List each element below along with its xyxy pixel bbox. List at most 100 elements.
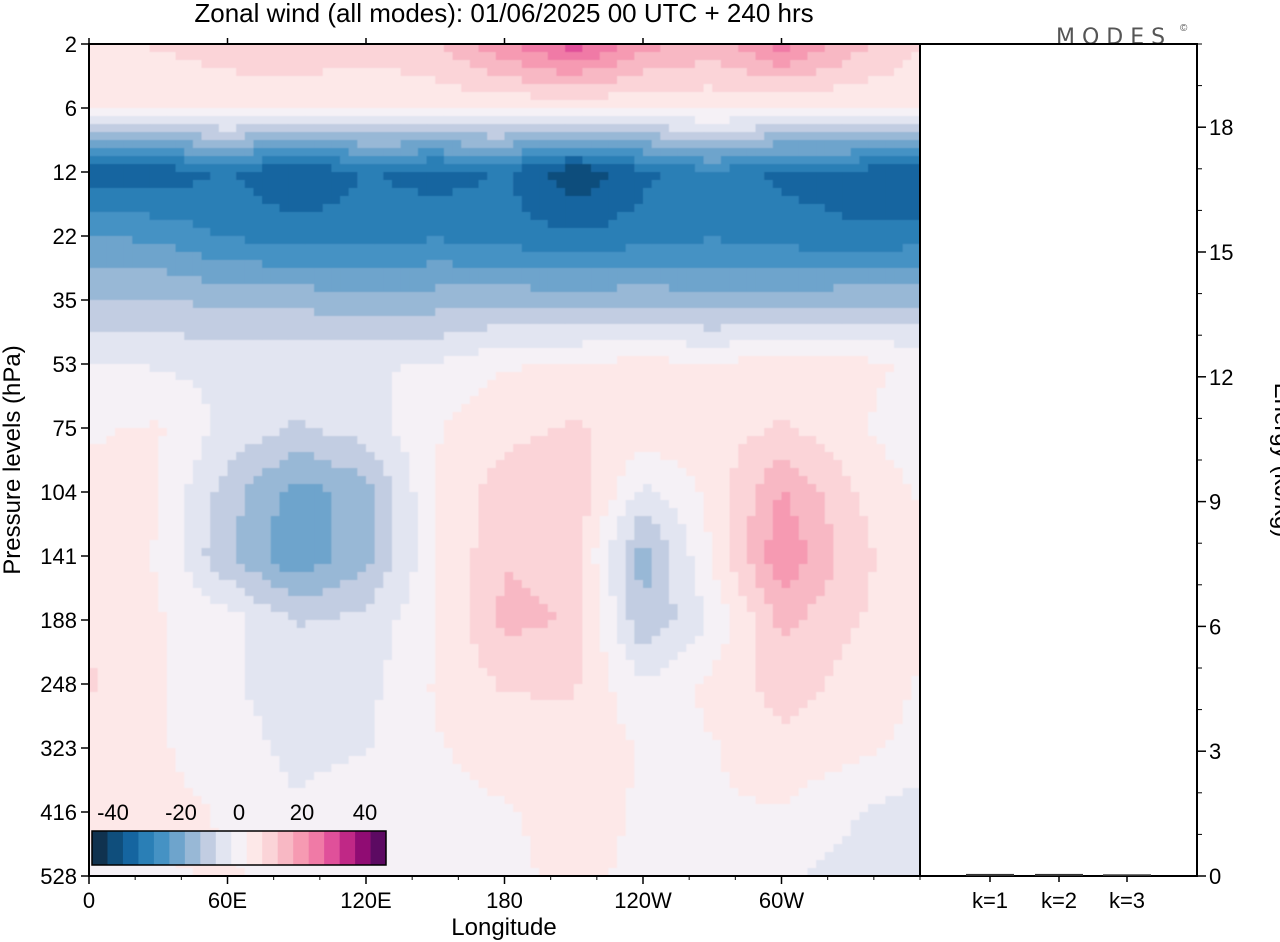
heatmap-cell xyxy=(591,124,601,133)
heatmap-cell xyxy=(210,204,220,213)
heatmap-cell xyxy=(677,220,687,229)
heatmap-cell xyxy=(755,284,765,293)
heatmap-cell xyxy=(305,452,315,461)
heatmap-cell xyxy=(573,404,584,413)
heatmap-cell xyxy=(305,196,315,205)
heatmap-cell xyxy=(556,260,566,269)
heatmap-cell xyxy=(556,44,566,53)
heatmap-cell xyxy=(764,124,774,133)
heatmap-cell xyxy=(279,188,289,197)
heatmap-cell xyxy=(166,364,177,373)
heatmap-cell xyxy=(790,428,800,437)
heatmap-cell xyxy=(539,180,549,189)
heatmap-cell xyxy=(504,92,514,101)
heatmap-cell xyxy=(859,356,869,365)
heatmap-cell xyxy=(755,92,765,101)
heatmap-cell xyxy=(383,116,393,125)
heatmap-cell xyxy=(556,348,566,357)
heatmap-cell xyxy=(651,164,661,173)
heatmap-cell xyxy=(192,92,203,101)
heatmap-cell xyxy=(140,276,151,285)
heatmap-cell xyxy=(755,140,765,149)
heatmap-cell xyxy=(573,388,584,397)
heatmap-cell xyxy=(279,268,289,277)
heatmap-cell xyxy=(911,332,920,341)
heatmap-cell xyxy=(331,276,341,285)
heatmap-cell xyxy=(608,60,618,69)
heatmap-cell xyxy=(651,124,661,133)
heatmap-cell xyxy=(530,316,540,325)
heatmap-cell xyxy=(911,76,920,85)
heatmap-cell xyxy=(911,148,920,157)
heatmap-cell xyxy=(374,68,384,77)
heatmap-cell xyxy=(236,348,246,357)
heatmap-cell xyxy=(634,52,644,61)
heatmap-cell xyxy=(487,284,497,293)
heatmap-cell xyxy=(253,68,263,77)
heatmap-cell xyxy=(348,188,358,197)
heatmap-cell xyxy=(340,220,350,229)
heatmap-cell xyxy=(184,100,194,109)
heatmap-cell xyxy=(738,220,748,229)
heatmap-cell xyxy=(426,324,436,333)
heatmap-cell xyxy=(201,52,211,61)
heatmap-cell xyxy=(876,212,886,221)
heatmap-cell xyxy=(452,180,462,189)
heatmap-cell xyxy=(123,164,133,173)
heatmap-cell xyxy=(885,188,895,197)
heatmap-cell xyxy=(660,388,670,397)
heatmap-cell xyxy=(391,252,402,261)
heatmap-cell xyxy=(495,268,506,277)
heatmap-cell xyxy=(366,444,376,453)
heatmap-cell xyxy=(357,148,367,157)
heatmap-cell xyxy=(608,140,618,149)
heatmap-cell xyxy=(530,100,540,109)
heatmap-cell xyxy=(357,292,367,301)
heatmap-cell xyxy=(686,44,696,53)
heatmap-cell xyxy=(391,196,402,205)
heatmap-cell xyxy=(288,172,298,181)
heatmap-cell xyxy=(270,364,281,373)
heatmap-cell xyxy=(495,68,506,77)
heatmap-cell xyxy=(262,196,272,205)
heatmap-cell xyxy=(591,284,601,293)
heatmap-cell xyxy=(790,180,800,189)
heatmap-cell xyxy=(720,324,731,333)
heatmap-cell xyxy=(97,188,107,197)
heatmap-cell xyxy=(608,276,618,285)
heatmap-cell xyxy=(556,300,566,309)
heatmap-cell xyxy=(357,100,367,109)
heatmap-cell xyxy=(876,236,886,245)
heatmap-cell xyxy=(296,332,307,341)
heatmap-cell xyxy=(210,236,220,245)
heatmap-cell xyxy=(677,44,687,53)
heatmap-cell xyxy=(452,372,462,381)
heatmap-cell xyxy=(634,436,644,445)
heatmap-cell xyxy=(729,228,739,237)
heatmap-cell xyxy=(868,124,878,133)
heatmap-cell xyxy=(417,180,428,189)
heatmap-cell xyxy=(123,412,133,421)
heatmap-cell xyxy=(876,196,886,205)
heatmap-cell xyxy=(123,324,133,333)
heatmap-cell xyxy=(244,436,255,445)
heatmap-cell xyxy=(383,276,393,285)
heatmap-cell xyxy=(236,284,246,293)
heatmap-cell xyxy=(608,316,618,325)
heatmap-cell xyxy=(400,300,410,309)
heatmap-cell xyxy=(383,204,393,213)
heatmap-cell xyxy=(461,420,471,429)
heatmap-cell xyxy=(764,332,774,341)
heatmap-cell xyxy=(236,380,246,389)
heatmap-cell xyxy=(296,124,307,133)
heatmap-cell xyxy=(755,52,765,61)
heatmap-cell xyxy=(478,172,488,181)
heatmap-cell xyxy=(314,244,324,253)
heatmap-cell xyxy=(703,324,713,333)
heatmap-cell xyxy=(140,284,151,293)
heatmap-cell xyxy=(288,260,298,269)
heatmap-cell xyxy=(764,84,774,93)
heatmap-cell xyxy=(764,268,774,277)
heatmap-cell xyxy=(469,108,480,117)
heatmap-cell xyxy=(158,52,168,61)
